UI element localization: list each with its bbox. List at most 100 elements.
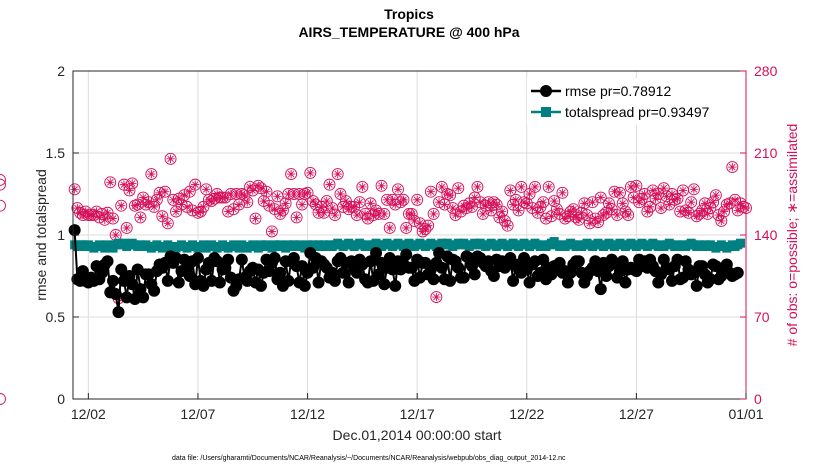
obs-assimilated-asterisk [322, 196, 331, 206]
obs-assimilated-asterisk [166, 154, 175, 164]
obs-assimilated-asterisk [273, 192, 282, 201]
obs-marker [430, 291, 443, 304]
obs-assimilated-asterisk [380, 209, 389, 219]
obs-marker [501, 219, 514, 232]
obs-marker [296, 198, 309, 211]
obs-assimilated-asterisk [722, 200, 732, 209]
rmse-point [690, 279, 703, 292]
obs-assimilated-asterisk [443, 189, 452, 199]
obs-assimilated-asterisk [317, 202, 326, 212]
rmse-point [254, 279, 267, 292]
obs-assimilated-asterisk [193, 208, 203, 217]
obs-assimilated-asterisk [434, 198, 444, 207]
obs-assimilated-asterisk [588, 198, 597, 207]
obs-marker [170, 205, 182, 218]
obs-marker [633, 196, 646, 209]
obs-assimilated-asterisk [243, 198, 252, 207]
obs-assimilated-asterisk [358, 182, 367, 192]
obs-possible-circle [161, 217, 174, 230]
obs-assimilated-asterisk [607, 205, 616, 214]
y-right-tick-label: 210 [754, 145, 778, 161]
obs-possible-circle [241, 196, 254, 209]
obs-possible-circle [430, 291, 443, 304]
obs-assimilated-asterisk [111, 230, 120, 240]
rmse-point [112, 306, 125, 319]
obs-possible-circle [290, 211, 303, 224]
obs-marker [320, 195, 333, 207]
legend-rmse-marker [540, 85, 552, 97]
obs-assimilated-asterisk [486, 206, 496, 215]
obs-marker [331, 168, 344, 181]
obs-possible-circle [496, 205, 509, 218]
obs-marker [644, 200, 657, 213]
obs-assimilated-asterisk [478, 209, 488, 219]
obs-marker [687, 183, 700, 196]
obs-possible-circle [329, 209, 341, 222]
obs-marker [677, 184, 689, 197]
obs-possible-circle [356, 181, 369, 193]
obs-marker [542, 181, 555, 193]
obs-possible-circle [285, 168, 298, 181]
obs-assimilated-asterisk [689, 185, 699, 194]
obs-assimilated-asterisk [654, 189, 663, 199]
obs-assimilated-asterisk [448, 203, 457, 213]
obs-assimilated-asterisk [514, 206, 523, 215]
obs-possible-circle [115, 199, 128, 212]
x-tick-label: 01/01 [728, 406, 763, 422]
obs-marker [115, 199, 128, 212]
obs-possible-circle [405, 207, 418, 220]
obs-assimilated-asterisk [454, 183, 463, 193]
obs-assimilated-asterisk [593, 217, 603, 227]
obs-assimilated-asterisk [81, 207, 90, 216]
rmse-point [594, 283, 607, 296]
obs-assimilated-asterisk [127, 179, 137, 188]
obs-marker [301, 186, 314, 199]
obs-possible-circle [323, 178, 336, 191]
obs-marker [655, 202, 668, 215]
obs-possible-circle [107, 212, 119, 225]
obs-marker [350, 209, 363, 222]
obs-assimilated-asterisk [623, 210, 633, 220]
obs-possible-circle [422, 219, 435, 232]
obs-assimilated-asterisk [667, 189, 677, 199]
y-right-tick-label: 280 [754, 63, 778, 79]
rmse-point [619, 276, 632, 289]
y-left-tick-label: 0.5 [46, 309, 66, 325]
obs-assimilated-asterisk [555, 209, 564, 219]
obs-assimilated-asterisk [221, 193, 230, 202]
obs-possible-circle [392, 183, 404, 196]
obs-assimilated-asterisk [429, 209, 438, 219]
rmse-point [328, 274, 341, 287]
obs-possible-circle [687, 183, 700, 196]
obs-possible-circle [427, 207, 440, 220]
obs-possible-circle [260, 185, 273, 198]
obs-marker [0, 179, 6, 191]
obs-assimilated-asterisk [70, 185, 79, 194]
obs-marker [120, 222, 133, 234]
legend-box [527, 78, 743, 125]
obs-assimilated-asterisk [695, 209, 704, 219]
rmse-point [172, 276, 185, 289]
spread-point [736, 238, 746, 248]
spread-series [70, 237, 746, 253]
obs-marker [537, 196, 550, 209]
obs-assimilated-asterisk [336, 189, 345, 199]
obs-assimilated-asterisk [481, 201, 490, 210]
obs-assimilated-asterisk [245, 182, 255, 192]
obs-assimilated-asterisk [185, 187, 194, 196]
obs-assimilated-asterisk [700, 199, 710, 208]
obs-assimilated-asterisk [267, 227, 277, 236]
obs-assimilated-asterisk [519, 198, 529, 207]
obs-assimilated-asterisk [541, 214, 551, 223]
obs-marker [307, 195, 319, 207]
obs-marker [603, 197, 615, 210]
obs-marker [529, 181, 541, 193]
obs-marker [504, 184, 517, 197]
obs-marker [589, 212, 602, 225]
obs-marker [123, 184, 136, 197]
obs-assimilated-asterisk [328, 203, 337, 213]
legend-rmse-label: rmse pr=0.78912 [565, 83, 671, 99]
obs-assimilated-asterisk [286, 169, 296, 179]
obs-assimilated-asterisk [355, 198, 364, 207]
